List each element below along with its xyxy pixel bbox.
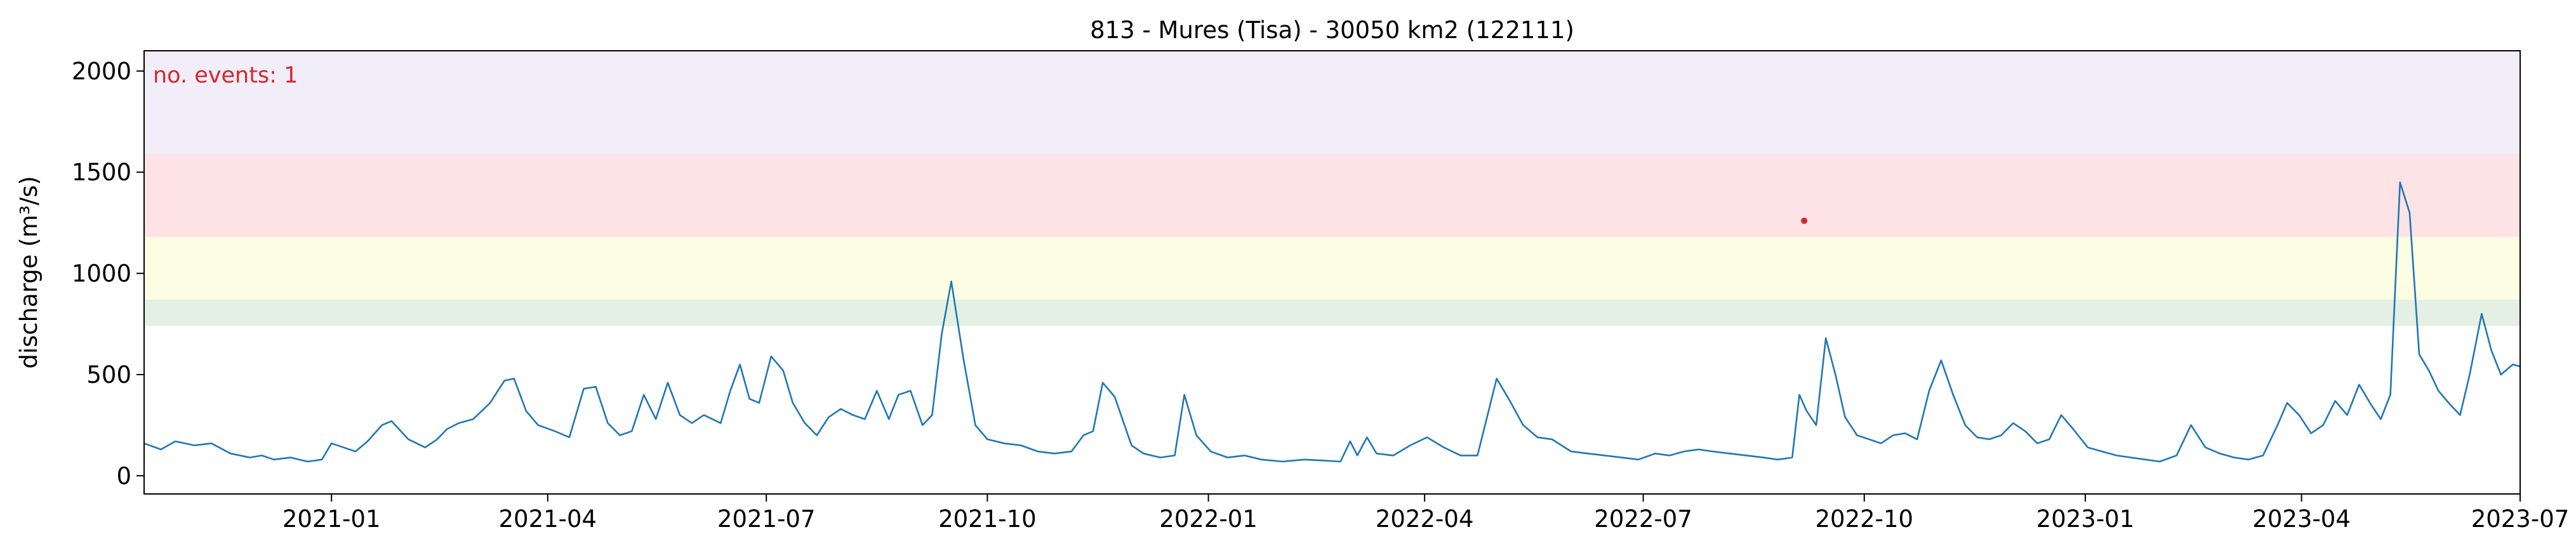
y-tick-label: 2000 — [72, 58, 131, 85]
y-axis: 0 500 1000 1500 2000 — [72, 58, 144, 490]
x-tick-label: 2022-10 — [1815, 505, 1913, 533]
plot-area — [143, 181, 2521, 463]
y-axis-label: discharge (m³/s) — [15, 176, 43, 369]
y-tick-label: 1500 — [72, 159, 131, 186]
y-tick-label: 1000 — [72, 260, 131, 288]
x-tick-label: 2022-07 — [1594, 505, 1692, 533]
x-tick-label: 2021-10 — [938, 505, 1037, 533]
y-tick-label: 0 — [116, 462, 131, 490]
x-tick-label: 2023-04 — [2252, 505, 2351, 533]
y-tick-label: 500 — [86, 361, 131, 389]
chart-title: 813 - Mures (Tisa) - 30050 km2 (122111) — [1090, 17, 1574, 44]
x-tick-label: 2023-01 — [2036, 505, 2135, 533]
threshold-band-0 — [144, 300, 2520, 326]
x-tick-label: 2022-01 — [1159, 505, 1258, 533]
x-tick-label: 2021-04 — [499, 505, 597, 533]
x-tick-label: 2021-07 — [717, 505, 816, 533]
x-tick-label: 2022-04 — [1376, 505, 1474, 533]
threshold-band-1 — [144, 237, 2520, 300]
threshold-bands — [144, 51, 2520, 326]
x-tick-label: 2021-01 — [282, 505, 381, 533]
event-marker — [1801, 217, 1808, 224]
events-count-annotation: no. events: 1 — [153, 63, 298, 88]
plot-frame — [143, 50, 2521, 495]
threshold-band-2 — [144, 154, 2520, 237]
threshold-band-3 — [144, 51, 2520, 154]
x-tick-label: 2023-07 — [2471, 505, 2570, 533]
x-axis: 2021-01 2021-04 2021-07 2021-10 2022-01 2022-… — [282, 494, 2569, 533]
discharge-series-line — [143, 181, 2521, 463]
